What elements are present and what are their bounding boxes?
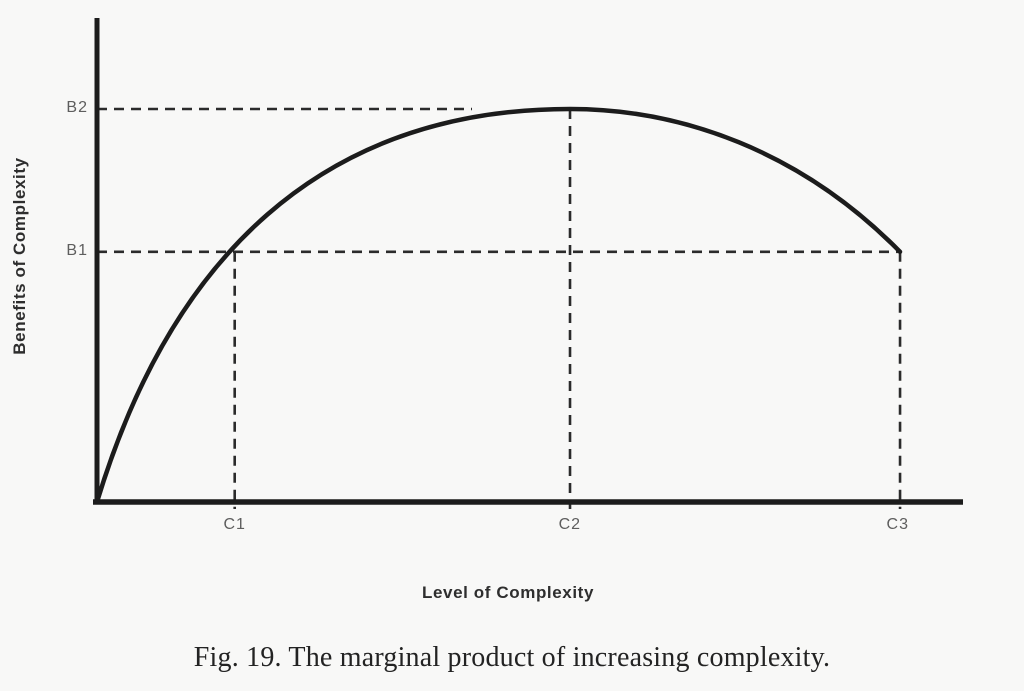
y-tick-label-b2: B2 xyxy=(66,98,88,116)
x-tick-label-c3: C3 xyxy=(886,516,910,533)
y-axis-title: Benefits of Complexity xyxy=(10,157,29,355)
x-axis-title: Level of Complexity xyxy=(422,583,594,602)
x-tick-label-c2: C2 xyxy=(558,516,582,533)
figure-caption: Fig. 19. The marginal product of increas… xyxy=(193,642,831,673)
x-tick-label-c1: C1 xyxy=(223,516,246,533)
benefit-curve xyxy=(94,106,903,505)
y-tick-label-b1: B1 xyxy=(66,241,88,259)
chart-canvas xyxy=(93,18,963,509)
